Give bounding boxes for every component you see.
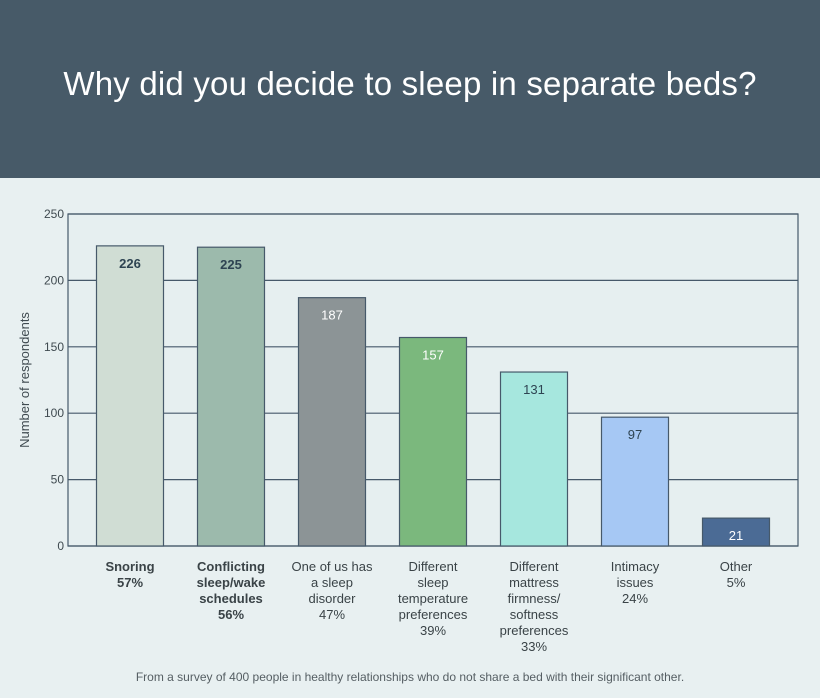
bar [297, 297, 367, 547]
bar [95, 245, 165, 547]
chart-title: Why did you decide to sleep in separate … [63, 65, 757, 102]
x-tick-label: Different mattress firmness/softness prefer… [500, 559, 569, 654]
x-tick-label: Conflicting sleep/wake schedules 56% [197, 559, 266, 622]
y-axis-label: Number of respondents [17, 312, 32, 448]
bar-value-label: 157 [422, 348, 444, 363]
x-tick-label: Snoring 57% [105, 559, 154, 590]
x-tick-label: Intimacy issues 24% [611, 559, 660, 606]
x-tick-label: One of us has a sleep disorder 47% [292, 559, 373, 622]
y-tick-label: 200 [44, 273, 64, 287]
bar-value-label: 21 [729, 528, 743, 543]
bar-value-label: 131 [523, 382, 545, 397]
footnote: From a survey of 400 people in healthy r… [135, 670, 685, 684]
y-tick-label: 250 [44, 207, 64, 221]
bar-value-label: 226 [119, 256, 141, 271]
bar [398, 336, 468, 547]
x-tick-label: Different sleep temperature preferences 39% [398, 559, 468, 638]
y-tick-label: 100 [44, 406, 64, 420]
bar [499, 371, 569, 547]
bar [196, 246, 266, 547]
bar [701, 517, 771, 547]
y-tick-label: 0 [57, 539, 64, 553]
y-tick-label: 50 [51, 473, 65, 487]
bar-value-label: 97 [628, 427, 642, 442]
y-tick-label: 150 [44, 340, 64, 354]
title-banner: Why did you decide to sleep in separate … [0, 0, 820, 178]
bar-value-label: 187 [321, 308, 343, 323]
bar [600, 416, 670, 547]
x-tick-label: Other 5% [720, 559, 753, 590]
bar-value-label: 225 [220, 257, 242, 272]
bar-chart: 0 50 100 150 200 250 Number of respondents 226 S… [17, 207, 799, 654]
